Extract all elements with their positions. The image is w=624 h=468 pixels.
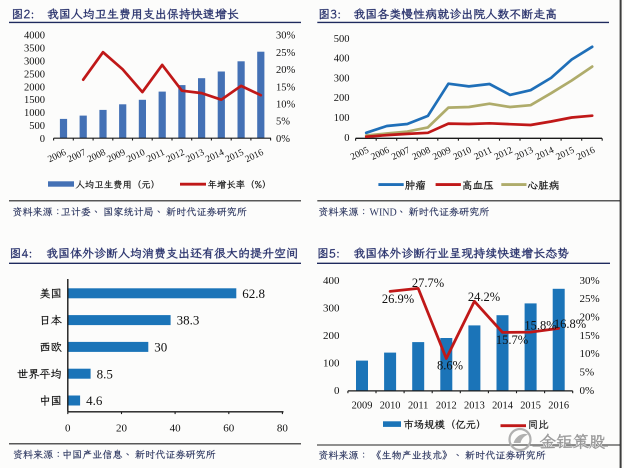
svg-text:0%: 0% — [580, 385, 595, 397]
svg-text:3000: 3000 — [24, 57, 45, 68]
svg-text:2015: 2015 — [520, 400, 541, 411]
svg-text:24.2%: 24.2% — [468, 290, 500, 304]
svg-text:8.5: 8.5 — [97, 366, 113, 381]
svg-text:400: 400 — [334, 54, 350, 65]
svg-text:8.6%: 8.6% — [437, 359, 463, 373]
svg-text:0: 0 — [65, 423, 71, 435]
svg-text:4000: 4000 — [24, 31, 45, 42]
svg-text:30%: 30% — [276, 31, 296, 42]
svg-text:5%: 5% — [276, 117, 290, 128]
svg-text:200: 200 — [323, 330, 340, 342]
svg-text:2016: 2016 — [548, 400, 569, 411]
svg-text:2013: 2013 — [464, 400, 485, 411]
svg-text:38.3: 38.3 — [177, 313, 200, 328]
svg-text:30%: 30% — [580, 275, 600, 287]
svg-text:20: 20 — [116, 423, 128, 435]
svg-text:500: 500 — [29, 121, 45, 132]
svg-text:20%: 20% — [276, 65, 296, 76]
svg-text:16.8%: 16.8% — [554, 317, 586, 331]
svg-text:15.8%: 15.8% — [524, 319, 556, 333]
svg-text:4.6: 4.6 — [86, 393, 103, 408]
svg-text:300: 300 — [334, 73, 350, 84]
svg-text:20%: 20% — [580, 312, 600, 324]
svg-text:15%: 15% — [580, 330, 600, 342]
svg-text:200: 200 — [334, 93, 350, 104]
svg-text:0%: 0% — [276, 134, 290, 145]
svg-text:25%: 25% — [276, 48, 296, 59]
svg-text:2011: 2011 — [408, 400, 428, 411]
svg-text:40: 40 — [170, 423, 182, 435]
svg-text:26.9%: 26.9% — [382, 292, 414, 306]
svg-text:2014: 2014 — [492, 400, 514, 411]
svg-text:1500: 1500 — [24, 95, 45, 106]
svg-text:2000: 2000 — [24, 82, 45, 93]
svg-text:0: 0 — [334, 385, 340, 397]
svg-text:10%: 10% — [276, 100, 296, 111]
svg-text:400: 400 — [323, 275, 340, 287]
svg-text:3500: 3500 — [24, 44, 45, 55]
svg-text:10%: 10% — [580, 348, 600, 360]
svg-text:300: 300 — [323, 302, 340, 314]
svg-text:15%: 15% — [276, 82, 296, 93]
svg-text:2009: 2009 — [352, 400, 373, 411]
svg-text:15.7%: 15.7% — [496, 333, 528, 347]
svg-text:2012: 2012 — [436, 400, 457, 411]
svg-text:2010: 2010 — [380, 400, 401, 411]
svg-text:30: 30 — [154, 340, 167, 355]
svg-text:100: 100 — [334, 113, 350, 124]
svg-text:27.7%: 27.7% — [412, 276, 444, 290]
svg-text:5%: 5% — [580, 367, 595, 379]
svg-text:500: 500 — [334, 34, 350, 45]
svg-text:60: 60 — [223, 423, 235, 435]
svg-text:80: 80 — [277, 423, 289, 435]
svg-text:0: 0 — [40, 134, 45, 145]
svg-text:100: 100 — [323, 357, 340, 369]
svg-text:2500: 2500 — [24, 69, 45, 80]
svg-text:25%: 25% — [580, 293, 600, 305]
svg-text:62.8: 62.8 — [242, 286, 265, 301]
svg-text:0: 0 — [344, 133, 349, 144]
svg-text:1000: 1000 — [24, 108, 45, 119]
svg-text:WIND: WIND — [370, 207, 397, 218]
